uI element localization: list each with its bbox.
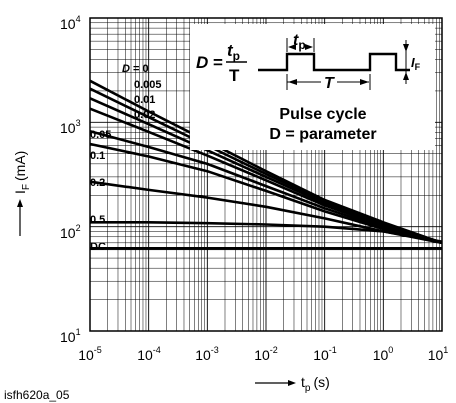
curve-label-d001: 0.01 xyxy=(134,94,155,106)
y-tick-label-1e4: 104 xyxy=(60,14,81,32)
inset-tp-arrow-right xyxy=(305,44,313,50)
y-tick-label-1e2: 102 xyxy=(60,223,81,241)
inset-caption2-bg xyxy=(256,123,390,142)
x-tick-label-1e0: 100 xyxy=(373,345,394,363)
x-tick-label-1e1: 101 xyxy=(428,345,449,363)
x-tick-label-1e-2: 10-2 xyxy=(254,345,278,363)
y-tick-label-1e3: 103 xyxy=(60,118,81,136)
series-line-0_1 xyxy=(89,142,443,245)
x-tick-label-1e-1: 10-1 xyxy=(313,345,337,363)
figure-id: isfh620a_05 xyxy=(4,388,70,402)
x-axis-label: tp (s) xyxy=(301,374,330,394)
inset-IF-arrow-bottom xyxy=(403,72,409,80)
inset-caption-line1: Pulse cycle xyxy=(279,106,366,123)
curve-label-d005: 0.05 xyxy=(90,129,111,141)
pulse-inset: D = tp T tp T IF Pulse cycle D = paramet… xyxy=(190,24,435,150)
curve-labels: D = 0 0.005 0.01 0.02 0.05 0.1 0.2 0.5 D… xyxy=(90,63,162,253)
inset-T-arrow-right xyxy=(360,79,369,85)
curve-label-d002: 0.02 xyxy=(134,109,155,121)
inset-caption1-bg xyxy=(263,102,383,121)
inset-tp-arrow-left xyxy=(288,44,296,50)
curve-label-d0: D = 0 xyxy=(122,63,149,75)
inset-formula-denominator: T xyxy=(229,66,240,85)
plot-frame xyxy=(89,17,443,332)
x-tick-labels: 10-5 10-4 10-3 10-2 10-1 100 101 xyxy=(78,345,448,363)
chart-curves xyxy=(89,79,443,250)
x-axis-title: tp (s) xyxy=(255,374,330,394)
inset-T-label-bg xyxy=(321,75,337,89)
y-axis-title: IF(mA) xyxy=(12,151,32,236)
inset-IF-arrow-top xyxy=(403,44,409,52)
y-tick-label-1e1: 101 xyxy=(60,327,81,345)
x-tick-label-1e-5: 10-5 xyxy=(78,345,102,363)
inset-T-arrow-left xyxy=(288,79,297,85)
series-line-0_02 xyxy=(89,107,443,245)
curve-label-d02: 0.2 xyxy=(90,177,105,189)
series-line-0_05 xyxy=(89,130,443,245)
x-tick-label-1e-4: 10-4 xyxy=(137,345,161,363)
curve-label-dc: DC xyxy=(90,241,106,253)
x-axis-arrow-head xyxy=(288,380,296,386)
inset-formula-numerator: tp xyxy=(227,41,240,63)
y-axis-label: IF(mA) xyxy=(12,151,32,194)
curve-label-d01: 0.1 xyxy=(90,150,105,162)
inset-T-label: T xyxy=(324,75,335,92)
inset-formula-lhs: D = xyxy=(196,53,223,72)
inset-pulse-waveform xyxy=(258,52,410,72)
inset-caption-line2: D = parameter xyxy=(269,126,376,143)
y-tick-labels: 101 102 103 104 xyxy=(60,14,81,345)
inset-tp-label: tp xyxy=(293,32,306,52)
curve-label-d05: 0.5 xyxy=(90,214,105,226)
curve-label-d0005: 0.005 xyxy=(134,79,162,91)
inset-IF-label: IF xyxy=(411,55,421,72)
x-tick-label-1e-3: 10-3 xyxy=(195,345,219,363)
series-line-0_5 xyxy=(90,221,443,243)
y-axis-arrow-head xyxy=(17,199,23,207)
